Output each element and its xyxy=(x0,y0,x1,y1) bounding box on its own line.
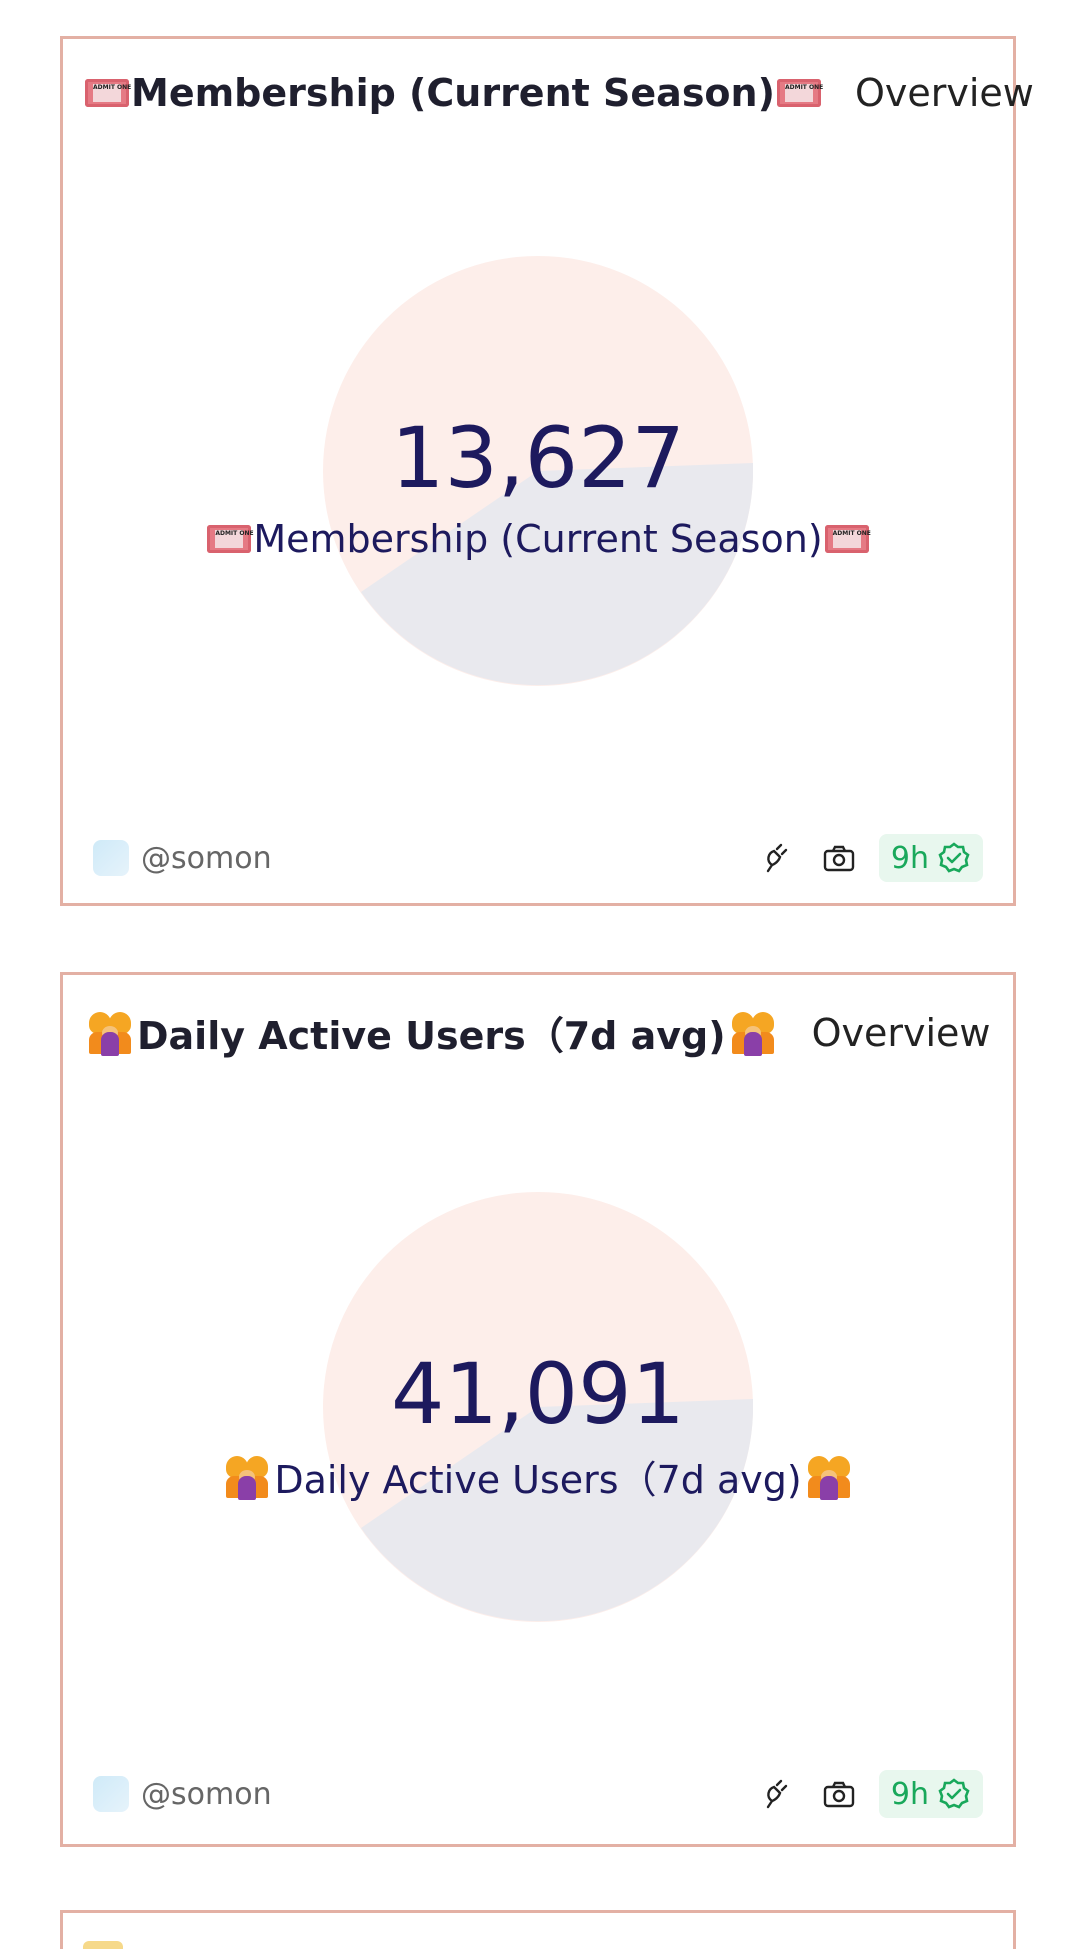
family-icon xyxy=(224,1454,270,1500)
card-header: Membership (Current Season) Overview xyxy=(83,71,1034,115)
card-title[interactable]: Membership (Current Season) xyxy=(131,71,775,115)
avatar[interactable] xyxy=(93,840,129,876)
freshness-badge[interactable]: 9h xyxy=(878,834,983,882)
family-icon xyxy=(87,1010,133,1056)
unplug-icon[interactable] xyxy=(753,1772,797,1816)
ticket-icon xyxy=(85,79,129,107)
metric-label-row: Membership (Current Season) xyxy=(63,517,1013,561)
avatar[interactable] xyxy=(93,1776,129,1812)
donut-chart xyxy=(323,1192,753,1622)
family-icon xyxy=(806,1454,852,1500)
card-title[interactable]: Daily Active Users（7d avg) xyxy=(137,1014,726,1058)
pie-slice-secondary xyxy=(361,1399,753,1622)
metric-label: Membership (Current Season) xyxy=(253,517,823,561)
metric-value: 41,091 xyxy=(391,1345,685,1443)
card-footer: @somon 9h xyxy=(93,834,983,882)
ticket-icon xyxy=(207,525,252,553)
freshness-badge[interactable]: 9h xyxy=(878,1770,983,1818)
overview-link[interactable]: Overview xyxy=(854,71,1034,115)
daily-active-users-card[interactable]: Daily Active Users（7d avg) Overview 41,0… xyxy=(60,972,1016,1847)
family-icon xyxy=(730,1010,776,1056)
metric-label-row: Daily Active Users（7d avg) xyxy=(63,1449,1013,1504)
verified-check-icon xyxy=(938,1778,970,1809)
freshness-label: 9h xyxy=(890,840,929,876)
freshness-label: 9h xyxy=(890,1776,929,1812)
ticket-icon xyxy=(776,79,821,107)
camera-icon[interactable] xyxy=(817,1772,861,1816)
card-footer: @somon 9h xyxy=(93,1770,983,1818)
owner-username[interactable]: @somon xyxy=(141,1776,272,1812)
partial-header-icon xyxy=(83,1941,123,1949)
overview-link[interactable]: Overview xyxy=(811,1010,991,1055)
metric-label: Daily Active Users（7d avg) xyxy=(274,1458,802,1502)
next-card-partial[interactable] xyxy=(60,1910,1016,1949)
owner-username[interactable]: @somon xyxy=(141,840,272,876)
membership-card[interactable]: Membership (Current Season) Overview 13,… xyxy=(60,36,1034,906)
pie-slice-secondary xyxy=(361,463,753,686)
camera-icon[interactable] xyxy=(817,836,861,880)
unplug-icon[interactable] xyxy=(753,836,797,880)
donut-chart xyxy=(323,256,753,686)
verified-check-icon xyxy=(938,842,970,873)
ticket-icon xyxy=(824,525,869,553)
card-header: Daily Active Users（7d avg) Overview xyxy=(83,1005,991,1060)
metric-value: 13,627 xyxy=(391,409,685,507)
